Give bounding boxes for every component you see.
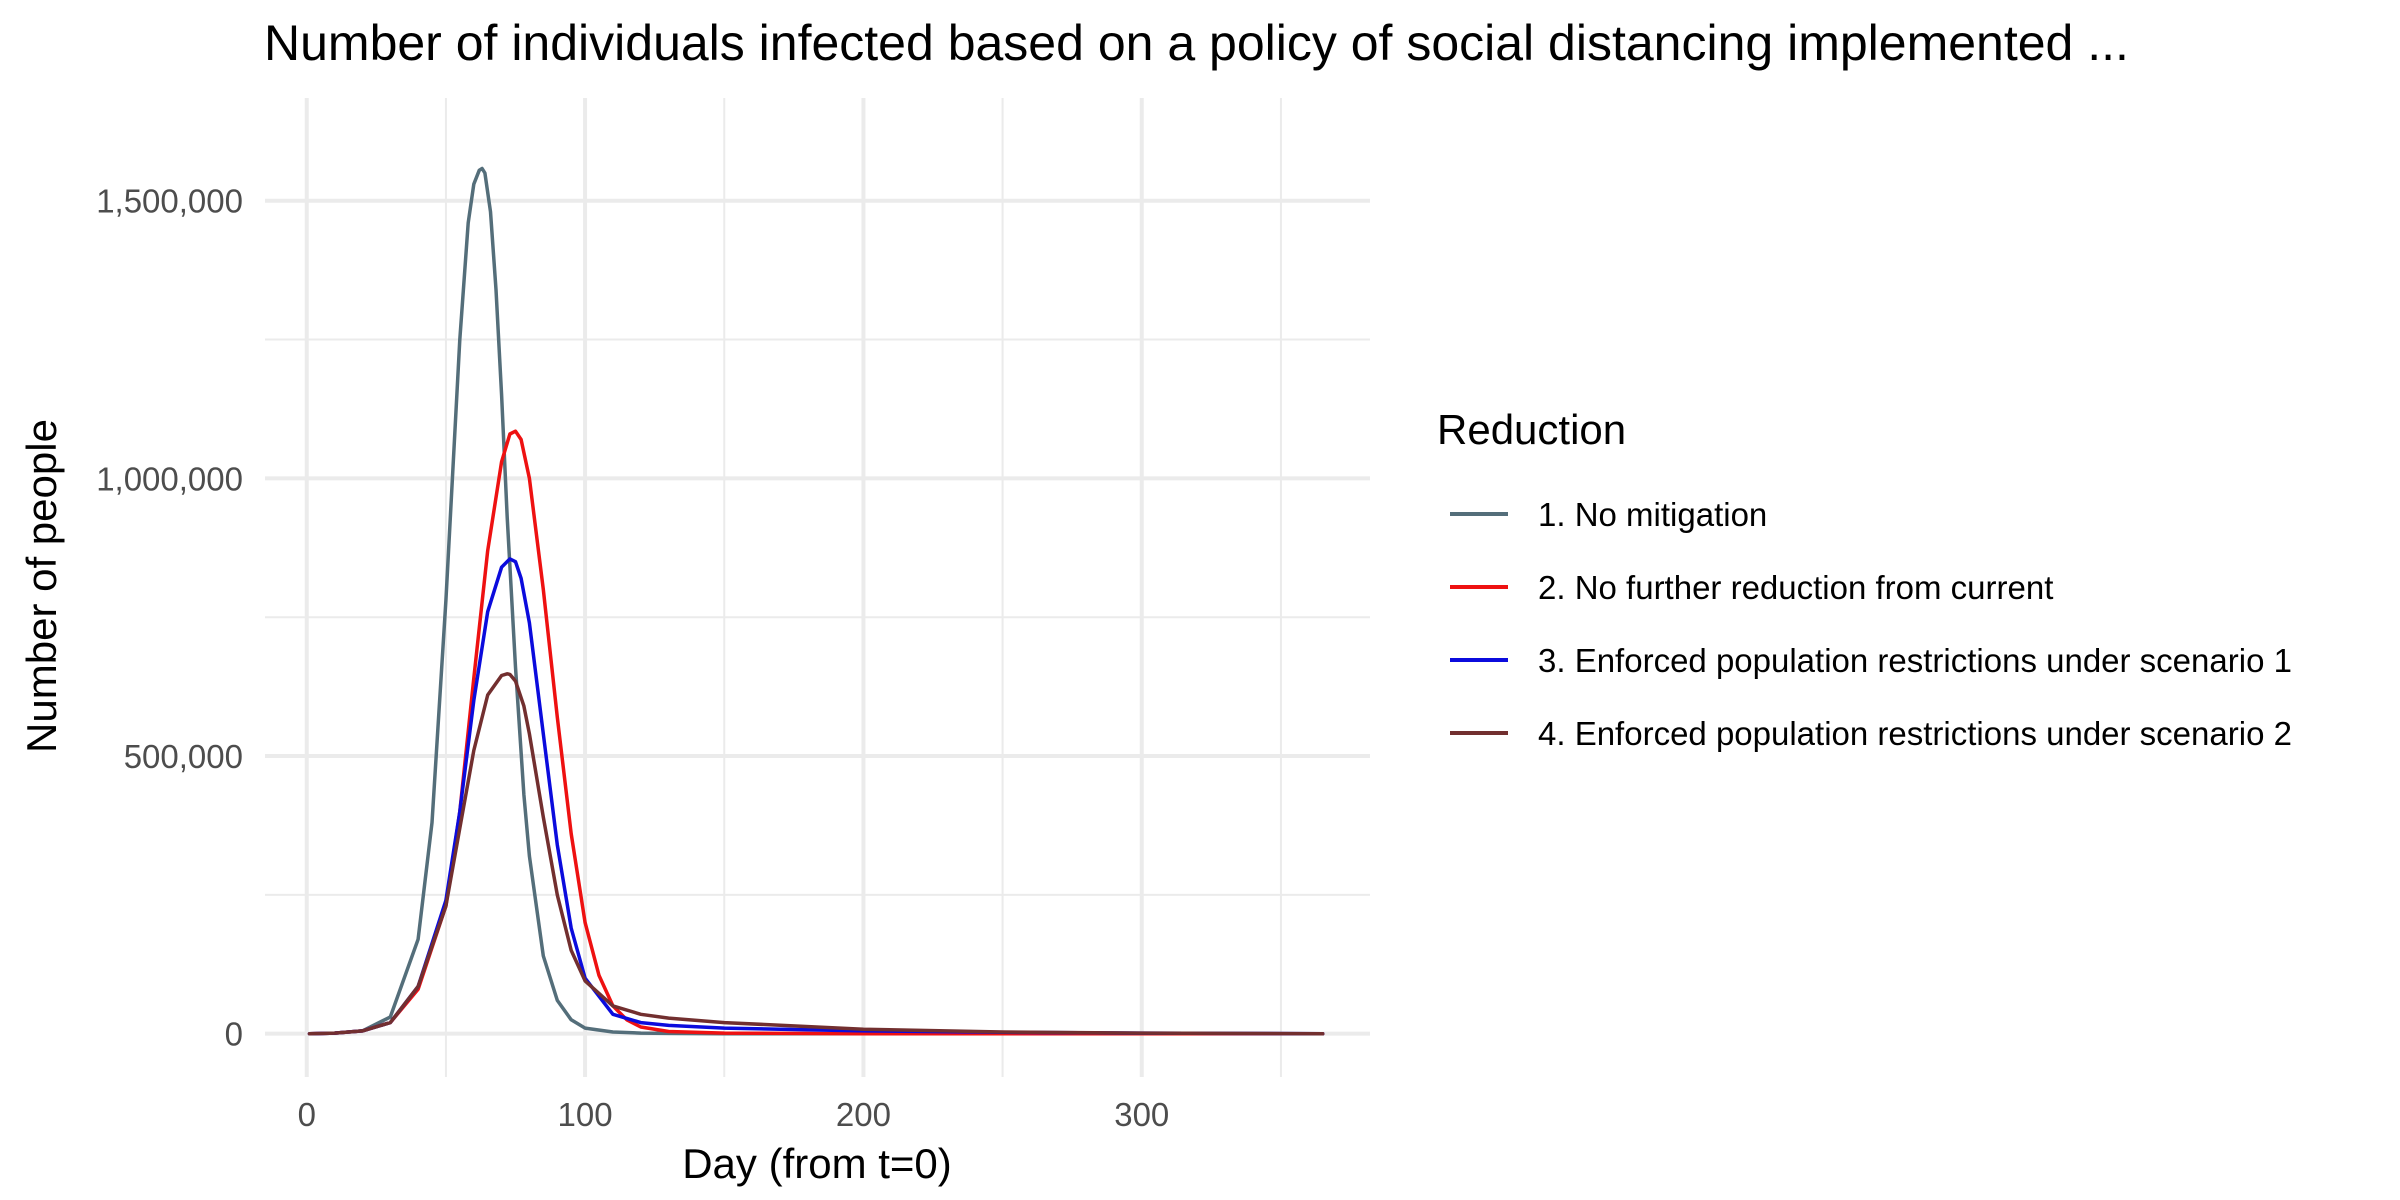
y-tick-label: 0 [225, 1016, 243, 1053]
x-tick-label: 0 [298, 1096, 316, 1133]
legend-label: 3. Enforced population restrictions unde… [1538, 642, 2292, 679]
legend-label: 4. Enforced population restrictions unde… [1538, 715, 2292, 752]
series-line-2 [307, 429, 1325, 1036]
legend-title: Reduction [1437, 406, 1626, 453]
y-tick-label: 1,500,000 [96, 183, 243, 220]
x-tick-label: 100 [558, 1096, 613, 1133]
series-line-1 [307, 166, 1325, 1036]
y-tick-label: 500,000 [124, 738, 243, 775]
legend-label: 2. No further reduction from current [1538, 569, 2053, 606]
x-tick-label: 200 [836, 1096, 891, 1133]
series-lines [307, 166, 1325, 1036]
grid [265, 98, 1370, 1077]
x-tick-label: 300 [1114, 1096, 1169, 1133]
x-axis-title: Day (from t=0) [682, 1140, 952, 1187]
y-tick-label: 1,000,000 [96, 460, 243, 497]
y-axis-ticks: 0 500,000 1,000,000 1,500,000 [96, 183, 243, 1053]
legend: Reduction 1. No mitigation 2. No further … [1437, 406, 2292, 752]
legend-items: 1. No mitigation 2. No further reduction … [1450, 496, 2292, 752]
chart-title: Number of individuals infected based on … [264, 15, 2129, 71]
x-axis-ticks: 0 100 200 300 [298, 1096, 1170, 1133]
series-line-4 [307, 672, 1325, 1036]
series-line-3 [307, 557, 1325, 1036]
legend-label: 1. No mitigation [1538, 496, 1767, 533]
y-axis-title: Number of people [18, 419, 65, 753]
